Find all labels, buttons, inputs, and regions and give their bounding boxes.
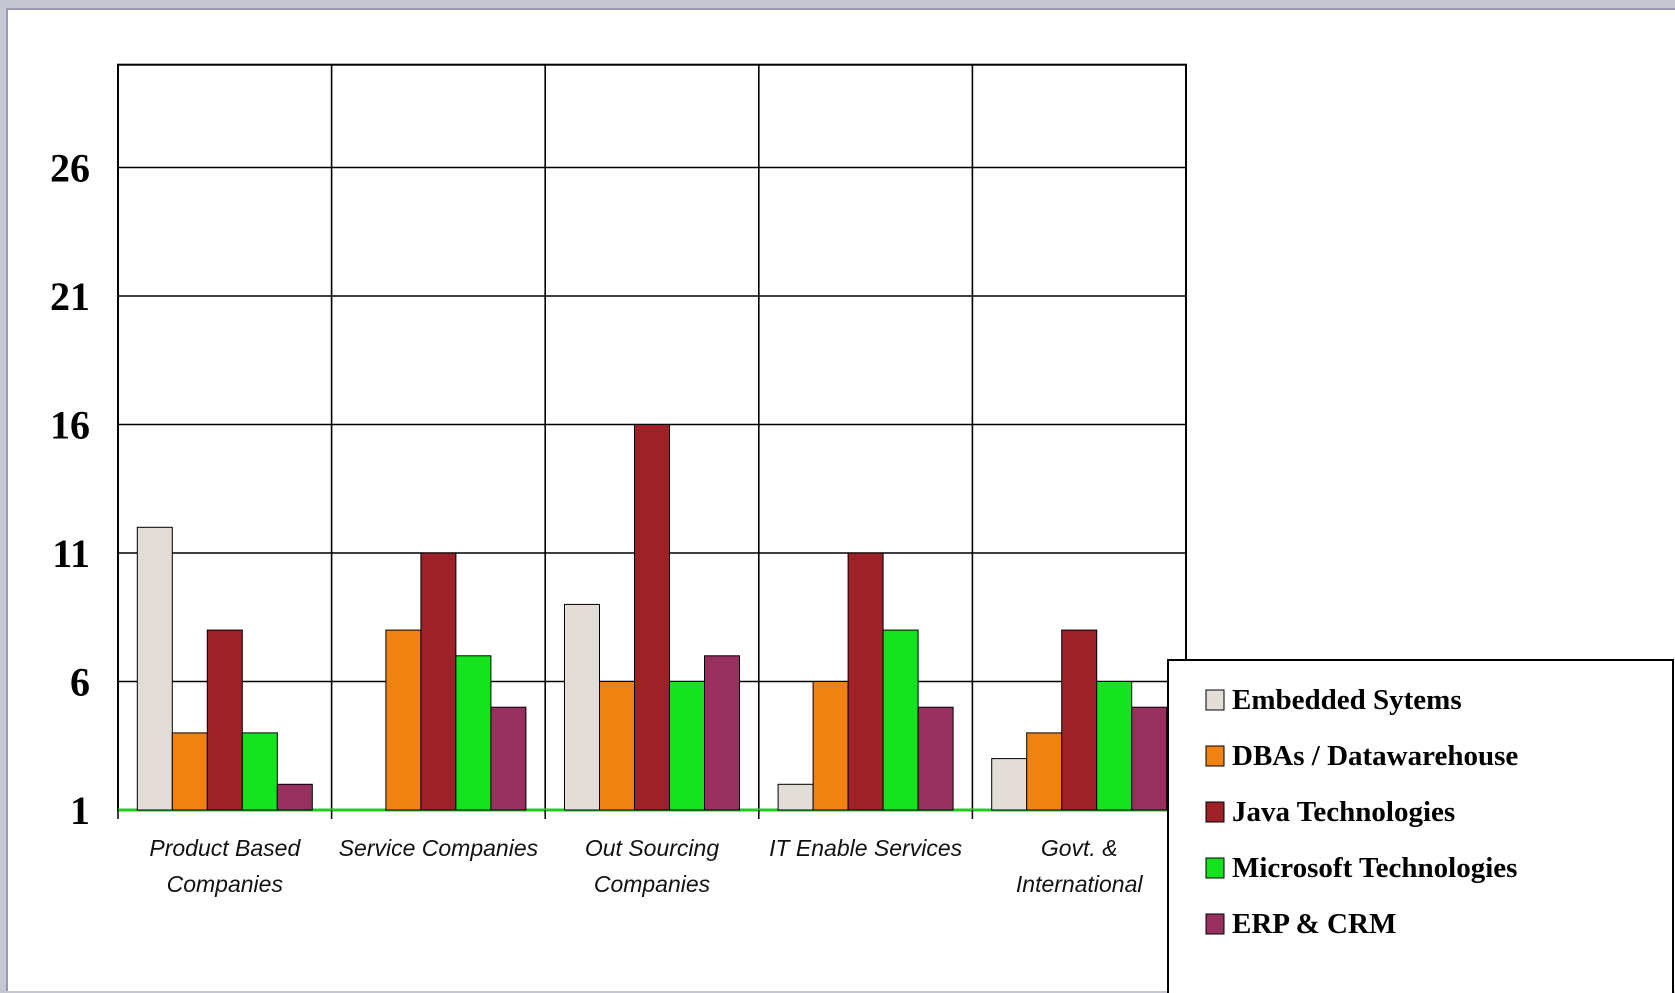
- y-tick-label: 21: [50, 274, 90, 319]
- legend-swatch: [1205, 689, 1225, 711]
- legend: Embedded Sytems DBAs / Datawarehouse Java …: [1167, 659, 1674, 993]
- legend-swatch: [1205, 913, 1225, 935]
- legend-label: ERP & CRM: [1232, 908, 1396, 940]
- legend-label: Microsoft Technologies: [1232, 852, 1517, 884]
- bar: [1026, 732, 1063, 811]
- bar: [882, 629, 919, 811]
- bar: [599, 681, 635, 811]
- legend-label: Embedded Sytems: [1232, 684, 1462, 716]
- bar: [136, 526, 173, 811]
- bar: [1061, 629, 1098, 811]
- x-tick-label: Out Sourcing: [585, 835, 719, 861]
- x-tick-label: International: [1016, 871, 1143, 897]
- bar: [276, 783, 313, 811]
- bar: [420, 552, 457, 811]
- y-tick-label: 1: [70, 788, 90, 833]
- bar: [206, 629, 243, 811]
- bar: [634, 424, 670, 811]
- legend-box: [1167, 659, 1674, 993]
- bar: [704, 655, 740, 811]
- bar: [385, 629, 422, 811]
- legend-label: Java Technologies: [1232, 796, 1455, 828]
- x-tick-label: Product Based: [149, 835, 301, 861]
- bar: [171, 732, 208, 811]
- chart-frame: 1 6 11 16 21 26 Product Based Companies Service…: [6, 8, 1675, 993]
- bar: [1131, 706, 1168, 811]
- y-tick-label: 16: [50, 403, 90, 448]
- legend-swatch: [1205, 857, 1225, 879]
- bar: [812, 681, 849, 811]
- x-tick-label: Companies: [167, 871, 284, 897]
- bar: [490, 706, 527, 811]
- y-tick-label: 11: [52, 531, 90, 576]
- bar: [777, 783, 814, 811]
- bar: [1096, 681, 1133, 811]
- y-tick-label: 26: [50, 146, 90, 191]
- x-tick-label: IT Enable Services: [769, 835, 963, 861]
- x-tick-label: Service Companies: [339, 835, 539, 861]
- legend-swatch: [1205, 801, 1225, 823]
- bar: [847, 552, 884, 811]
- legend-swatch: [1205, 745, 1225, 767]
- bar: [917, 706, 954, 811]
- bar: [669, 681, 705, 811]
- bar: [564, 603, 600, 811]
- bars: [136, 424, 1168, 811]
- x-tick-label: Govt. &: [1041, 835, 1118, 861]
- x-axis-ticks: Product Based Companies Service Companies O…: [149, 835, 1143, 897]
- bar: [991, 758, 1028, 811]
- y-tick-label: 6: [70, 660, 90, 705]
- bar: [455, 655, 492, 811]
- x-tick-label: Companies: [594, 871, 711, 897]
- legend-label: DBAs / Datawarehouse: [1232, 740, 1518, 772]
- bar: [241, 732, 278, 811]
